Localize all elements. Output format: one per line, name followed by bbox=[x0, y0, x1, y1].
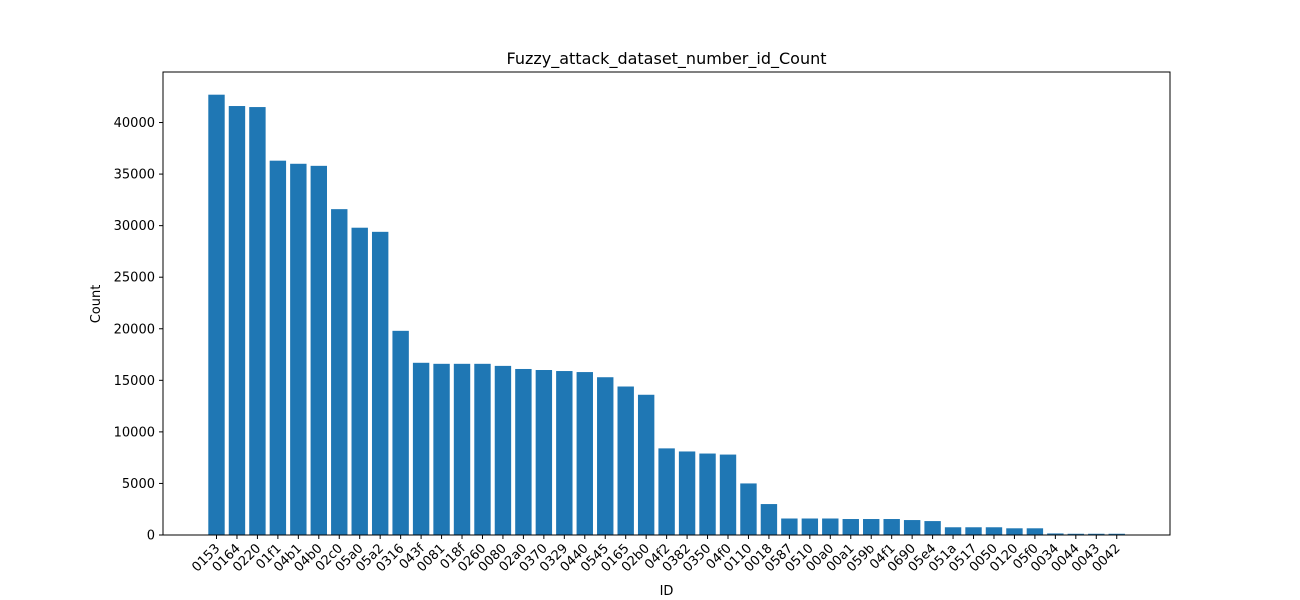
bar-0164 bbox=[228, 106, 246, 535]
bar-0050 bbox=[985, 527, 1003, 535]
bar-0690 bbox=[903, 520, 921, 535]
bar-02b0 bbox=[637, 394, 655, 535]
x-axis-label: ID bbox=[660, 584, 674, 599]
bar-0044 bbox=[1067, 533, 1085, 535]
bar-0153 bbox=[208, 94, 225, 535]
bar-018f bbox=[453, 363, 471, 535]
y-tick-label: 10000 bbox=[114, 425, 155, 440]
bar-0018 bbox=[760, 504, 778, 535]
y-tick-label: 35000 bbox=[114, 168, 155, 183]
bar-0042 bbox=[1108, 533, 1125, 535]
x-axis: 01530164022001f104b104b002c005a005a20316… bbox=[189, 535, 1124, 575]
bar-05e4 bbox=[924, 521, 941, 535]
y-tick-label: 5000 bbox=[122, 477, 155, 492]
bar-0440 bbox=[576, 372, 593, 535]
bar-04b0 bbox=[310, 165, 327, 535]
bar-0034 bbox=[1047, 533, 1064, 535]
bar-0043 bbox=[1088, 533, 1105, 535]
bar-00a1 bbox=[842, 519, 859, 535]
bar-0260 bbox=[474, 363, 491, 535]
bar-0517 bbox=[965, 527, 982, 535]
bar-0545 bbox=[597, 377, 614, 535]
bars-group bbox=[208, 94, 1125, 535]
bar-02c0 bbox=[331, 209, 348, 535]
bar-05f0 bbox=[1026, 528, 1044, 535]
bar-0329 bbox=[556, 371, 573, 535]
bar-04b1 bbox=[290, 163, 307, 535]
y-tick-label: 15000 bbox=[114, 374, 155, 389]
bar-0220 bbox=[249, 107, 266, 535]
plot-frame bbox=[162, 71, 1171, 536]
bar-0165 bbox=[617, 386, 634, 535]
y-axis-label: Count bbox=[89, 285, 104, 324]
bar-0350 bbox=[699, 453, 716, 535]
bar-0120 bbox=[1006, 528, 1023, 535]
y-tick-label: 30000 bbox=[114, 219, 155, 234]
bar-0587 bbox=[781, 518, 798, 535]
bar-01f1 bbox=[269, 160, 287, 535]
bar-05a2 bbox=[371, 231, 389, 535]
bar-0370 bbox=[535, 370, 553, 535]
y-tick-label: 0 bbox=[147, 529, 155, 544]
y-axis: 0 5000 10000 15000 20000 25000 30000 35000 40000 bbox=[114, 116, 163, 544]
bar-0110 bbox=[740, 483, 757, 535]
bar-05a0 bbox=[351, 227, 368, 535]
y-tick-label: 40000 bbox=[114, 116, 155, 131]
bar-00a0 bbox=[822, 518, 839, 535]
y-tick-label: 20000 bbox=[114, 322, 155, 337]
bar-04f2 bbox=[658, 448, 675, 535]
bar-059b bbox=[863, 519, 880, 535]
bar-02a0 bbox=[515, 368, 532, 535]
y-tick-label: 25000 bbox=[114, 271, 155, 286]
bar-0510 bbox=[801, 518, 819, 535]
bar-0382 bbox=[678, 451, 696, 535]
bar-0081 bbox=[433, 363, 450, 535]
bar-0080 bbox=[494, 365, 512, 535]
bar-0316 bbox=[392, 330, 409, 535]
chart-title: Fuzzy_attack_dataset_number_id_Count bbox=[506, 49, 826, 69]
bar-04f1 bbox=[883, 519, 900, 535]
bar-043f bbox=[412, 362, 430, 535]
bar-04f0 bbox=[719, 454, 737, 535]
bar-051a bbox=[944, 527, 962, 535]
